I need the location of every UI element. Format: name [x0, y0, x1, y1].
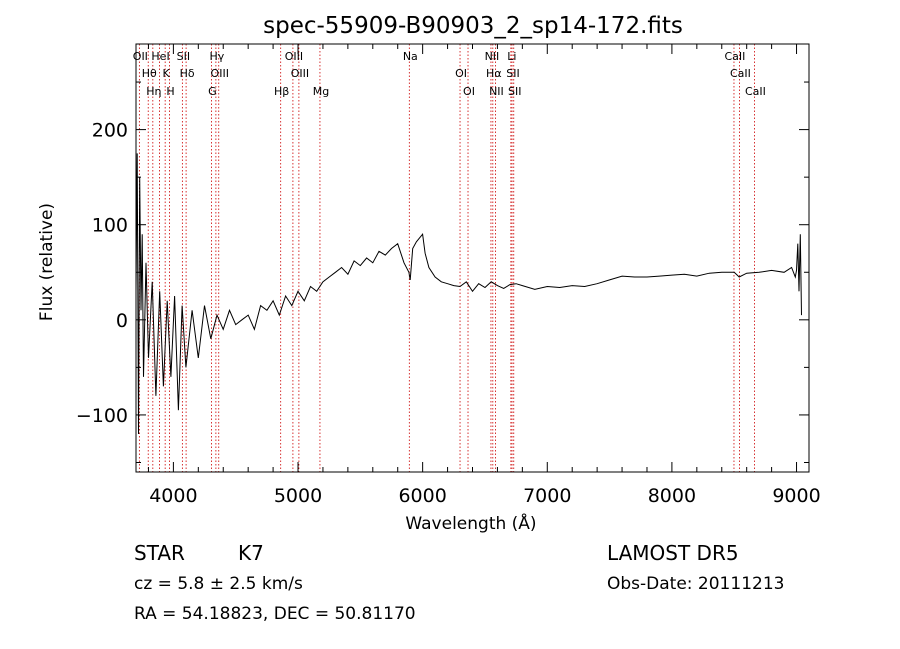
line-marker-label: G [208, 85, 217, 98]
line-marker-label: CaII [725, 50, 746, 63]
line-markers [138, 44, 755, 472]
line-marker-label: OI [455, 67, 467, 80]
x-tick-label: 5000 [274, 485, 322, 507]
x-tick-label: 6000 [398, 485, 446, 507]
x-axis-ticks: 4000 5000 6000 7000 8000 9000 [147, 44, 821, 507]
y-axis-label: Flux (relative) [37, 203, 57, 321]
line-marker-label: H [166, 85, 174, 98]
x-axis-label: Wavelength (Å) [405, 512, 536, 534]
spectrum-line [135, 153, 802, 435]
line-marker-label: Mg [313, 85, 329, 98]
line-marker-label: NII [485, 50, 500, 63]
line-marker-label: CaII [745, 85, 766, 98]
line-marker-label: HeI [151, 50, 169, 63]
x-tick-label: 4000 [149, 485, 197, 507]
y-tick-label: −100 [76, 405, 128, 427]
line-marker-label: Hγ [209, 50, 224, 63]
line-marker-label: Hδ [180, 67, 195, 80]
object-class: STAR [134, 541, 185, 565]
line-marker-label: OIII [285, 50, 303, 63]
plot-frame [135, 43, 810, 473]
y-tick-label: 200 [92, 120, 128, 142]
line-marker-label: Hβ [274, 85, 289, 98]
line-marker-label: SII [508, 85, 521, 98]
line-marker-label: K [163, 67, 171, 80]
line-marker-label: SII [177, 50, 190, 63]
redshift-value: cz = 5.8 ± 2.5 km/s [134, 574, 303, 594]
line-marker-label: Na [403, 50, 418, 63]
y-tick-label: 0 [116, 310, 128, 332]
line-marker-label: CaII [730, 67, 751, 80]
y-tick-label: 100 [92, 215, 128, 237]
line-marker-label: Hη [146, 85, 161, 98]
line-marker-label: OI [463, 85, 475, 98]
line-marker-label: OIII [291, 67, 309, 80]
coordinates: RA = 54.18823, DEC = 50.81170 [134, 604, 416, 624]
survey-name: LAMOST DR5 [607, 541, 739, 565]
x-tick-label: 9000 [772, 485, 820, 507]
x-tick-label: 7000 [523, 485, 571, 507]
line-marker-label: Li [507, 50, 516, 63]
line-marker-label: Hθ [142, 67, 157, 80]
line-marker-label: OIII [211, 67, 229, 80]
line-marker-labels: OIIHθHηHeIKHSIIHδGHγOIIIHβOIIIOIIIMgNaOI… [133, 50, 766, 98]
chart-title: spec-55909-B90903_2_sp14-172.fits [263, 13, 683, 39]
y-axis-ticks: −100 0 100 200 [76, 81, 809, 463]
line-marker-label: Hα [486, 67, 502, 80]
line-marker-label: OII [133, 50, 148, 63]
line-marker-label: SII [506, 67, 519, 80]
obs-date: Obs-Date: 20111213 [607, 574, 784, 594]
line-marker-label: NII [489, 85, 504, 98]
object-subclass: K7 [238, 541, 264, 565]
x-tick-label: 8000 [648, 485, 696, 507]
